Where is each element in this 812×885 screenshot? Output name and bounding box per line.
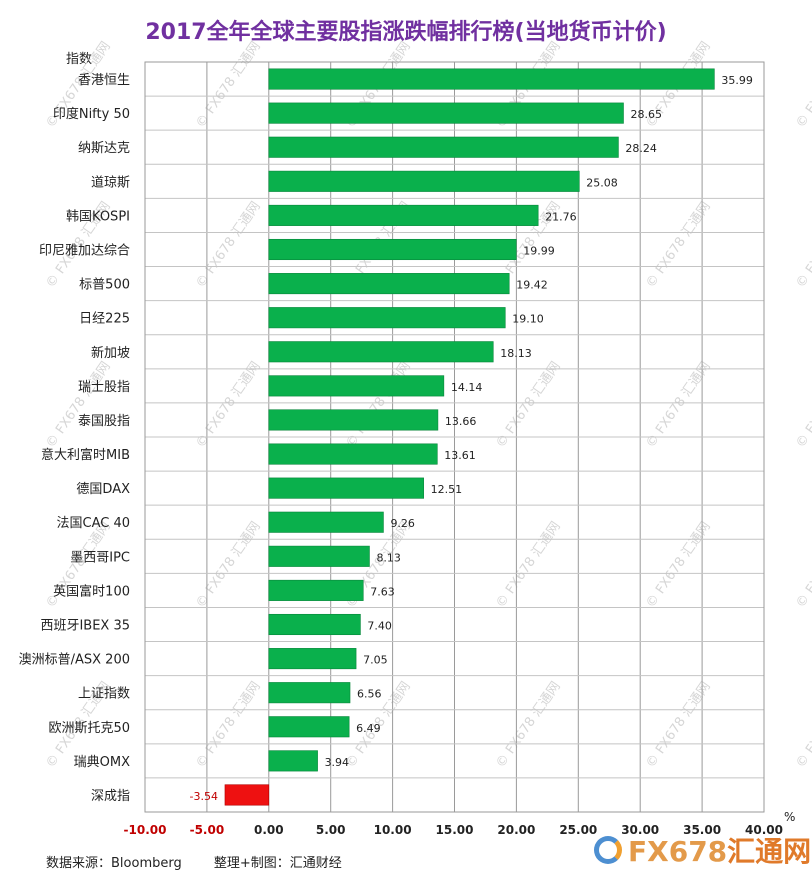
bar xyxy=(268,341,494,363)
x-tick-label: 20.00 xyxy=(497,823,535,837)
category-label: 瑞士股指 xyxy=(78,380,130,395)
bar xyxy=(268,443,438,465)
value-label: 7.40 xyxy=(367,620,392,633)
y-axis-title: 指数 xyxy=(66,52,93,67)
value-label: 13.61 xyxy=(444,449,476,462)
x-tick-label: -10.00 xyxy=(124,823,167,837)
data-source: 数据来源：Bloomberg xyxy=(46,856,182,871)
category-label: 英国富时100 xyxy=(53,583,130,599)
value-label: 8.13 xyxy=(376,551,401,564)
logo-cn: 汇通网 xyxy=(727,835,812,868)
credit: 整理+制图：汇通财经 xyxy=(213,856,342,871)
value-label: 19.42 xyxy=(516,279,548,292)
x-tick-label: -5.00 xyxy=(190,823,225,837)
bar xyxy=(268,682,351,704)
category-label: 西班牙IBEX 35 xyxy=(40,619,130,634)
category-label: 印度Nifty 50 xyxy=(53,106,130,122)
category-label: 墨西哥IPC xyxy=(70,550,130,565)
bar xyxy=(268,375,445,397)
category-label: 意大利富时MIB xyxy=(41,447,130,463)
bar xyxy=(268,68,715,90)
logo-text: FX678 xyxy=(628,835,728,868)
category-label: 韩国KOSPI xyxy=(66,209,130,224)
bar xyxy=(268,613,361,636)
category-label: 纳斯达克 xyxy=(78,141,130,156)
value-label: 6.56 xyxy=(357,688,382,701)
value-label: 18.13 xyxy=(500,347,532,360)
bar xyxy=(268,273,510,295)
bar xyxy=(268,477,424,499)
x-tick-label: 5.00 xyxy=(316,823,346,837)
value-label: 21.76 xyxy=(545,210,577,223)
value-label: 35.99 xyxy=(721,74,753,87)
value-label: 14.14 xyxy=(451,381,483,394)
value-label: 19.99 xyxy=(523,245,555,258)
value-label: 12.51 xyxy=(431,483,463,496)
category-label: 上证指数 xyxy=(78,687,130,702)
bar xyxy=(268,204,539,226)
x-tick-label: 25.00 xyxy=(559,823,597,837)
value-label: -3.54 xyxy=(190,790,218,803)
category-label: 欧洲斯托克50 xyxy=(48,721,130,736)
bar xyxy=(268,170,580,192)
value-label: 9.26 xyxy=(390,517,415,530)
value-label: 19.10 xyxy=(512,313,544,326)
bar xyxy=(268,307,506,329)
x-tick-label: 15.00 xyxy=(436,823,474,837)
bar xyxy=(268,409,439,431)
category-label: 道琼斯 xyxy=(91,175,130,190)
category-label: 标普500 xyxy=(79,278,130,293)
value-label: 28.65 xyxy=(630,108,662,121)
x-tick-label: 35.00 xyxy=(683,823,721,837)
logo-ring-icon xyxy=(594,836,622,864)
category-label: 新加坡 xyxy=(91,345,130,361)
category-label: 法国CAC 40 xyxy=(57,516,131,531)
bar xyxy=(268,716,350,738)
bar xyxy=(268,238,517,261)
value-label: 6.49 xyxy=(356,722,381,735)
category-label: 深成指 xyxy=(91,789,130,804)
value-label: 25.08 xyxy=(586,176,618,189)
fx678-logo: FX678汇通网 xyxy=(594,830,811,870)
value-label: 3.94 xyxy=(325,756,350,769)
bar xyxy=(268,648,357,670)
bar xyxy=(268,511,384,533)
category-label: 日经225 xyxy=(79,312,130,327)
x-axis-unit: % xyxy=(784,810,796,824)
category-label: 德国DAX xyxy=(76,482,130,497)
plot-border xyxy=(144,61,765,813)
value-labels: 35.99 28.65 28.24 25.08 21.76 19.99 19.42 19.10… xyxy=(190,74,753,803)
x-tick-label: 40.00 xyxy=(745,823,783,837)
x-tick-labels: -10.00 -5.00 0.00 5.00 10.00 15.00 20.00 25.00 3… xyxy=(124,823,783,837)
category-label: 泰国股指 xyxy=(78,414,130,429)
footer: 数据来源：Bloomberg 整理+制图：汇通财经 xyxy=(46,852,370,871)
bar xyxy=(268,136,619,158)
x-tick-label: 30.00 xyxy=(621,823,659,837)
category-label: 印尼雅加达综合 xyxy=(39,244,130,259)
value-label: 13.66 xyxy=(445,415,477,428)
chart-title: 2017全年全球主要股指涨跌幅排行榜(当地货币计价) xyxy=(145,20,667,45)
value-label: 7.05 xyxy=(363,654,388,667)
value-label: 7.63 xyxy=(370,585,395,598)
x-tick-label: 10.00 xyxy=(374,823,412,837)
category-label: 瑞典OMX xyxy=(74,755,130,770)
bar xyxy=(268,750,318,772)
bar xyxy=(268,102,624,124)
category-label: 香港恒生 xyxy=(78,73,130,88)
bars xyxy=(224,68,715,806)
bar xyxy=(268,579,364,601)
value-label: 28.24 xyxy=(625,142,657,155)
x-tick-label: 0.00 xyxy=(254,823,284,837)
bar xyxy=(268,545,370,567)
bar xyxy=(224,784,270,806)
category-label: 澳洲标普/ASX 200 xyxy=(19,652,130,668)
